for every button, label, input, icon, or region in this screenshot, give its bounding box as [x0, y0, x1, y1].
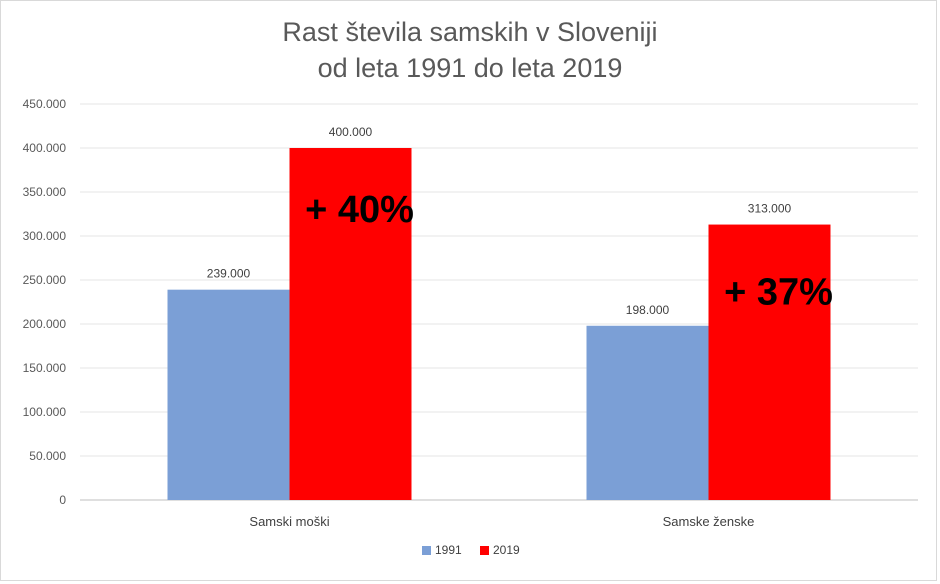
y-tick-label: 0 [59, 493, 66, 507]
legend-label-2019: 2019 [493, 543, 520, 557]
data-label: 400.000 [329, 125, 373, 139]
y-tick-label: 250.000 [23, 273, 67, 287]
legend-swatch-1991 [422, 546, 431, 555]
y-tick-label: 150.000 [23, 361, 67, 375]
y-tick-label: 200.000 [23, 317, 67, 331]
legend-label-1991: 1991 [435, 543, 462, 557]
y-tick-label: 100.000 [23, 405, 67, 419]
legend-swatch-2019 [480, 546, 489, 555]
y-tick-label: 350.000 [23, 185, 67, 199]
bar-2019-2 [708, 224, 831, 500]
growth-annotation: + 37% [724, 272, 833, 314]
data-label: 313.000 [748, 202, 792, 216]
data-label: 239.000 [207, 267, 251, 281]
y-tick-label: 300.000 [23, 229, 67, 243]
y-tick-label: 50.000 [29, 449, 66, 463]
bar-1991-2 [586, 325, 709, 500]
bar-1991-1 [167, 289, 290, 500]
growth-annotation: + 40% [305, 189, 414, 231]
chart-title-line-2: od leta 1991 do leta 2019 [317, 53, 623, 83]
x-category-label: Samske ženske [663, 514, 755, 529]
data-label: 198.000 [626, 303, 670, 317]
y-tick-label: 400.000 [23, 141, 67, 155]
y-tick-label: 450.000 [23, 97, 67, 111]
x-category-label: Samski moški [249, 514, 329, 529]
chart-title-line-1: Rast števila samskih v Sloveniji [282, 17, 658, 47]
bar-2019-1 [289, 148, 412, 500]
